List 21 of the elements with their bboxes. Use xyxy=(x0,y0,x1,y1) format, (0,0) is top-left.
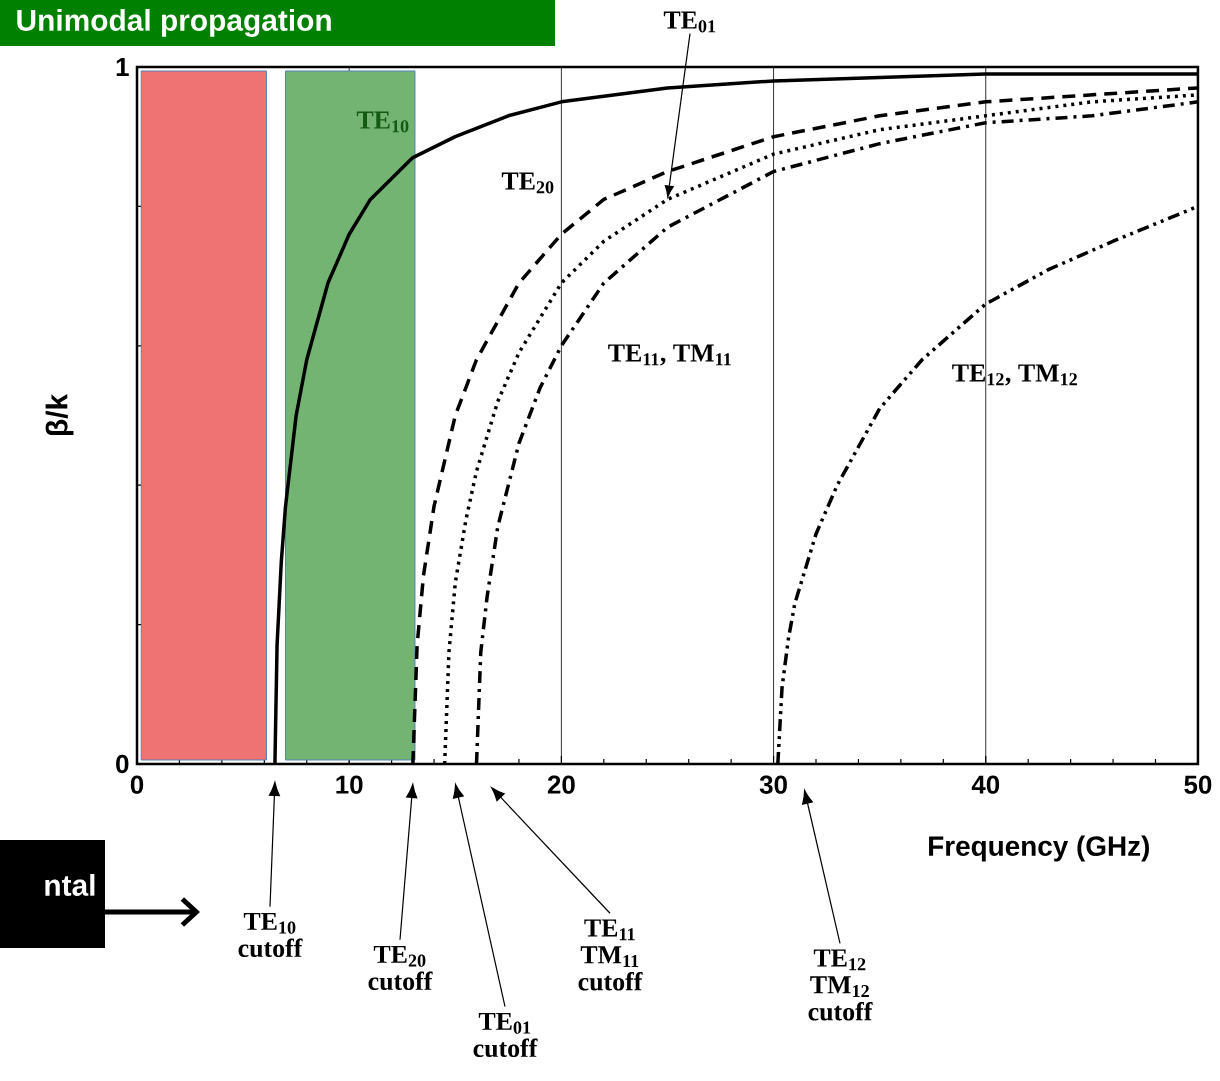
text: TE$_{11}$ TM$_{11}$ cutoff xyxy=(578,919,643,991)
x-tick-label: 10 xyxy=(336,775,363,794)
x-tick-label: 50 xyxy=(1184,775,1212,794)
series-label: TE$_{11}$, TM$_{11}$ xyxy=(608,344,731,366)
text: TE$_{01}$ cutoff xyxy=(473,1012,538,1058)
series-label: TE$_{12}$, TM$_{12}$ xyxy=(952,364,1077,386)
text: ntal xyxy=(45,874,95,896)
x-axis-title: Frequency (GHz) xyxy=(929,835,1149,862)
series-label: TE$_{10}$ xyxy=(356,111,409,133)
text: TE$_{20}$ cutoff xyxy=(368,945,433,991)
text: TE$_{10}$ cutoff xyxy=(238,912,303,958)
y-tick-label: 1 xyxy=(116,58,129,76)
series-label: TE$_{20}$ xyxy=(501,172,554,194)
text: TE$_{12}$ TM$_{12}$ cutoff xyxy=(808,949,873,1021)
chart-title: Unimodal propagation xyxy=(17,8,331,37)
x-tick-label: 30 xyxy=(759,775,787,794)
text: TE$_{01}$ xyxy=(663,11,716,33)
y-axis-title: β/k xyxy=(45,393,74,435)
x-tick-label: 40 xyxy=(971,775,1000,794)
x-tick-label: 20 xyxy=(547,775,575,794)
x-tick-label: 0 xyxy=(130,775,144,794)
